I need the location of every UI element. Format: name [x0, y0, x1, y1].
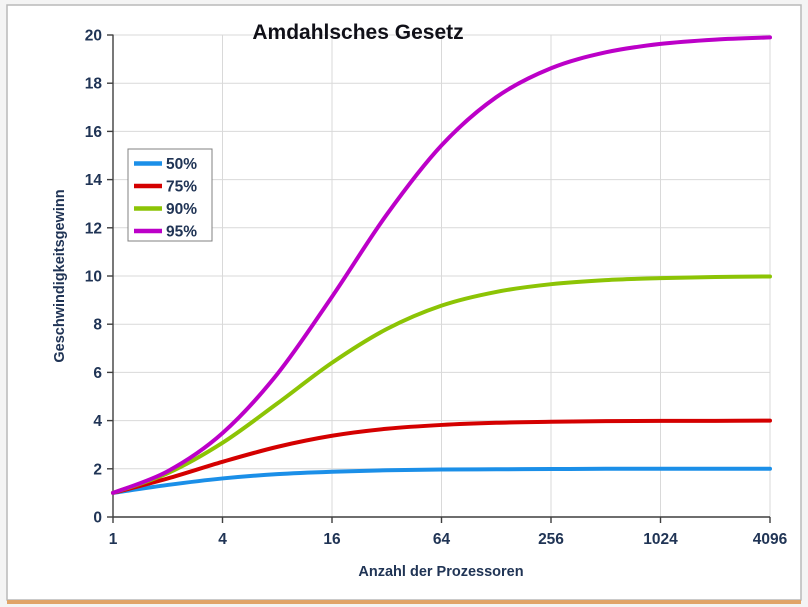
x-tick-label: 256	[538, 531, 564, 548]
chart-frame	[6, 4, 802, 601]
series-curves	[111, 35, 772, 495]
legend-label-90%: 90%	[166, 201, 197, 218]
legend-label-95%: 95%	[166, 224, 197, 241]
x-tick-label: 1	[109, 531, 118, 548]
y-tick-label: 6	[93, 365, 102, 382]
series-line-95%	[111, 35, 772, 495]
y-tick-label: 14	[85, 172, 103, 189]
x-tick-label: 1024	[643, 531, 678, 548]
y-tick-label: 12	[85, 220, 102, 237]
legend: 50% 75% 90% 95%	[127, 148, 213, 242]
axes	[107, 34, 771, 523]
x-tick-label: 64	[433, 531, 451, 548]
x-tick-label: 16	[323, 531, 341, 548]
gridlines	[113, 34, 771, 517]
series-line-50%	[111, 466, 772, 495]
series-line-75%	[111, 418, 772, 495]
x-axis-title: Anzahl der Prozessoren	[358, 564, 523, 580]
y-tick-label: 8	[93, 317, 102, 334]
y-axis-title: Geschwindigkeitsgewinn	[52, 189, 68, 362]
y-tick-label: 16	[85, 124, 103, 141]
y-tick-label: 10	[85, 269, 102, 286]
series-line-90%	[111, 274, 772, 495]
bottom-edge-bar	[7, 600, 801, 604]
y-tick-label: 2	[93, 461, 102, 478]
y-tick-label: 0	[93, 510, 102, 527]
y-tick-label: 18	[85, 76, 103, 93]
x-tick-label: 4096	[753, 531, 788, 548]
y-tick-label: 4	[93, 413, 102, 430]
chart-title: Amdahlsches Gesetz	[252, 21, 463, 44]
legend-label-75%: 75%	[166, 179, 197, 196]
legend-label-50%: 50%	[166, 156, 197, 173]
x-tick-label: 4	[218, 531, 227, 548]
y-tick-label: 20	[85, 28, 102, 45]
